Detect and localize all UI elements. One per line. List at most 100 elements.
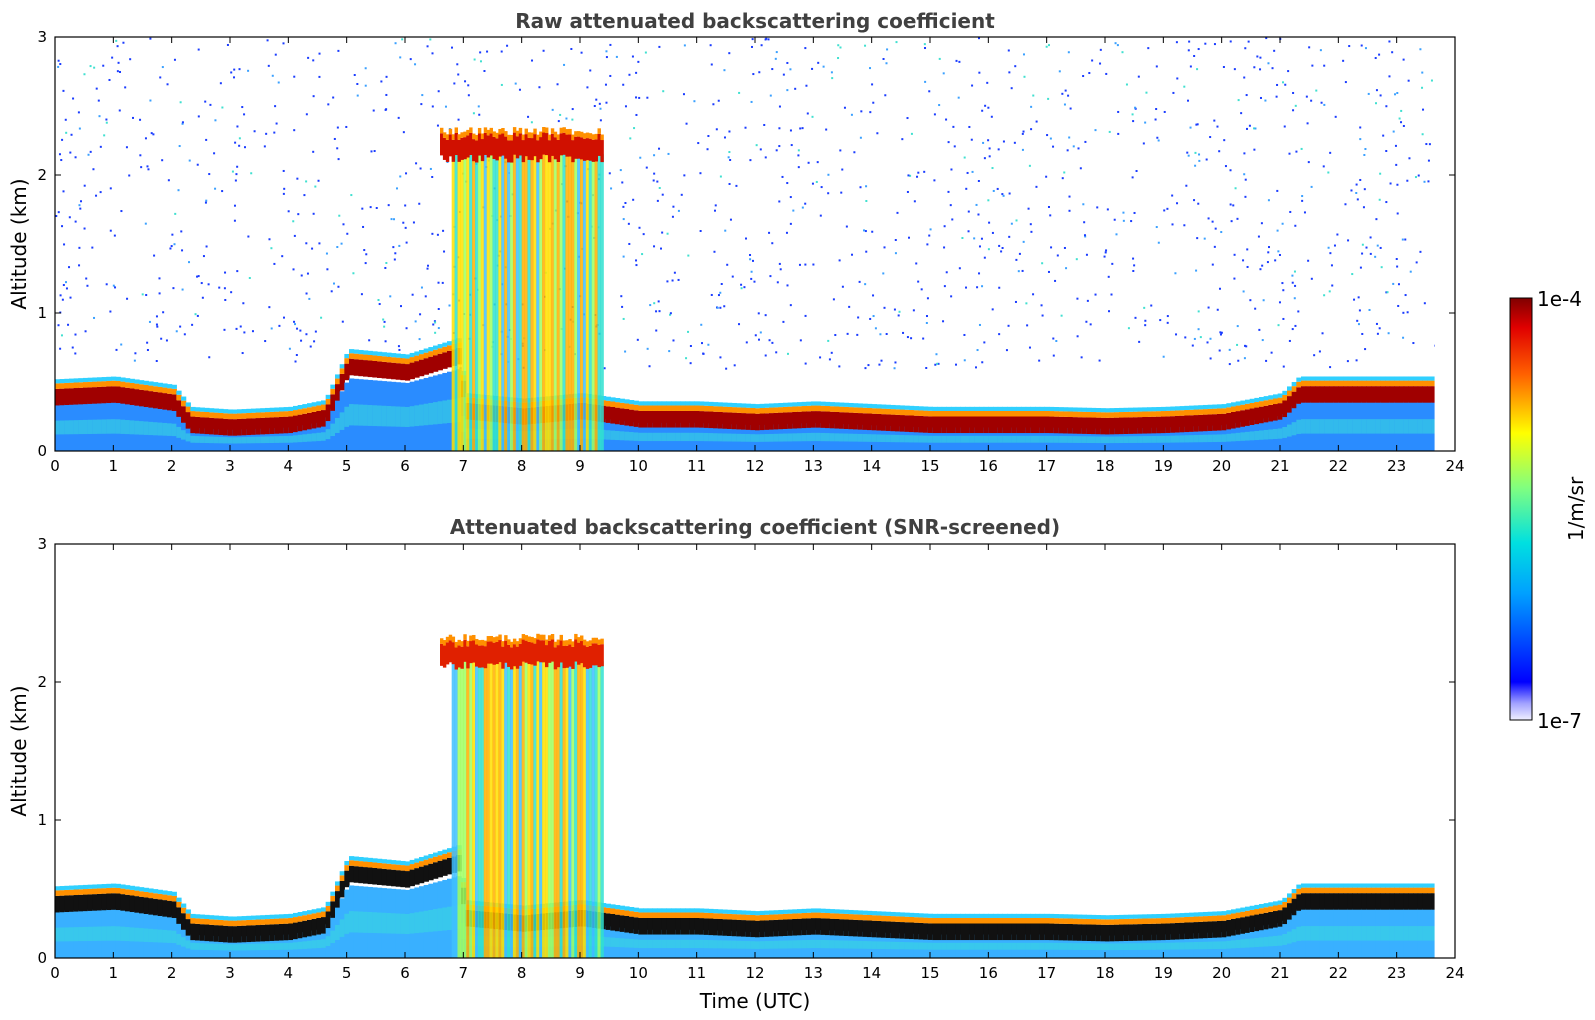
layer-top-halo [1147, 914, 1153, 919]
layer-top-band [1217, 413, 1223, 431]
layer-top-band [1198, 921, 1204, 939]
noise-pixel [305, 113, 308, 116]
layer-top-halo [1011, 913, 1017, 918]
layer-top-band [657, 917, 663, 935]
noise-pixel [173, 58, 176, 61]
cloud-column [582, 645, 587, 668]
noise-pixel [418, 202, 421, 205]
noise-pixel [405, 172, 408, 175]
layer-top-band [839, 412, 845, 429]
noise-pixel [57, 65, 60, 68]
y-tick-label: 1 [37, 811, 47, 829]
layer-top-edge [1315, 380, 1321, 387]
noise-pixel [305, 292, 308, 295]
layer-top-halo [83, 884, 89, 890]
layer-top-halo [825, 401, 831, 407]
layer-top-band [209, 924, 215, 942]
noise-pixel [404, 226, 407, 229]
noise-pixel [860, 110, 863, 113]
cloud-column [580, 641, 584, 664]
layer-top-halo [153, 889, 159, 894]
noise-pixel [699, 172, 702, 175]
layer-top-edge [829, 913, 835, 919]
cloud-column [559, 133, 563, 156]
layer-top-edge [685, 912, 691, 918]
layer-top-halo [311, 402, 317, 407]
layer-top-halo [722, 402, 728, 407]
noise-pixel [1061, 177, 1064, 180]
noise-pixel [317, 179, 320, 182]
noise-pixel [632, 198, 635, 201]
noise-pixel [1002, 140, 1005, 143]
noise-pixel [635, 259, 638, 262]
noise-pixel [845, 225, 848, 228]
noise-pixel [268, 306, 271, 309]
layer-top-edge [899, 409, 905, 416]
noise-pixel [479, 60, 482, 63]
noise-pixel [1380, 266, 1383, 269]
layer-top-band [1053, 923, 1059, 941]
noise-pixel [908, 236, 911, 239]
layer-top-edge [73, 889, 79, 896]
aerosol-band [386, 913, 392, 934]
aerosol-band [853, 940, 859, 949]
aerosol-band [1011, 942, 1017, 950]
noise-pixel [1425, 143, 1428, 146]
cloud-column [527, 641, 531, 665]
aerosol-band [1226, 433, 1232, 442]
layer-top-edge [377, 862, 383, 869]
aerosol-band [787, 940, 793, 949]
noise-pixel [753, 280, 756, 283]
cloud-column [480, 645, 485, 668]
layer-top-edge [1231, 913, 1237, 919]
layer-top-edge [419, 354, 425, 360]
layer-top-band [1039, 416, 1045, 434]
noise-pixel [392, 246, 395, 249]
aerosol-band [274, 943, 280, 950]
noise-pixel [1048, 44, 1051, 47]
layer-top-band [1207, 921, 1213, 938]
plume-column [510, 154, 514, 451]
layer-top-band [1086, 924, 1092, 941]
layer-top-halo [997, 406, 1003, 411]
noise-pixel [1415, 261, 1418, 264]
noise-pixel [1216, 308, 1219, 311]
layer-top-edge [190, 918, 196, 924]
noise-pixel [1005, 349, 1008, 352]
layer-top-band [1175, 415, 1181, 433]
aerosol-band [405, 913, 411, 934]
layer-top-edge [783, 913, 789, 920]
noise-pixel [925, 321, 928, 324]
noise-pixel [1234, 187, 1237, 190]
noise-pixel [1427, 180, 1430, 183]
layer-top-band [428, 863, 434, 881]
layer-top-band [671, 917, 677, 935]
noise-pixel [1259, 268, 1262, 271]
layer-top-halo [909, 405, 915, 410]
noise-pixel [790, 144, 793, 147]
aerosol-band [1175, 435, 1181, 443]
noise-pixel [949, 204, 952, 207]
layer-top-band [447, 857, 453, 875]
noise-pixel [710, 63, 713, 66]
noise-pixel [1397, 283, 1400, 286]
aerosol-band [703, 432, 709, 442]
cloud-edge [486, 129, 491, 136]
noise-pixel [987, 199, 990, 202]
noise-pixel [1127, 327, 1130, 330]
layer-top-halo [223, 916, 229, 921]
layer-top-edge [657, 912, 663, 918]
noise-pixel [275, 122, 278, 125]
layer-top-band [1151, 923, 1157, 941]
x-tick-label: 17 [1037, 964, 1056, 982]
layer-top-halo [647, 908, 653, 913]
aerosol-band [750, 941, 756, 949]
layer-top-edge [689, 912, 695, 918]
aerosol-band [979, 435, 985, 443]
layer-top-edge [1263, 907, 1269, 913]
noise-pixel [67, 323, 70, 326]
noise-pixel [713, 250, 716, 253]
layer-top-halo [727, 402, 733, 407]
layer-top-band [1007, 923, 1013, 941]
layer-top-band [195, 416, 201, 434]
